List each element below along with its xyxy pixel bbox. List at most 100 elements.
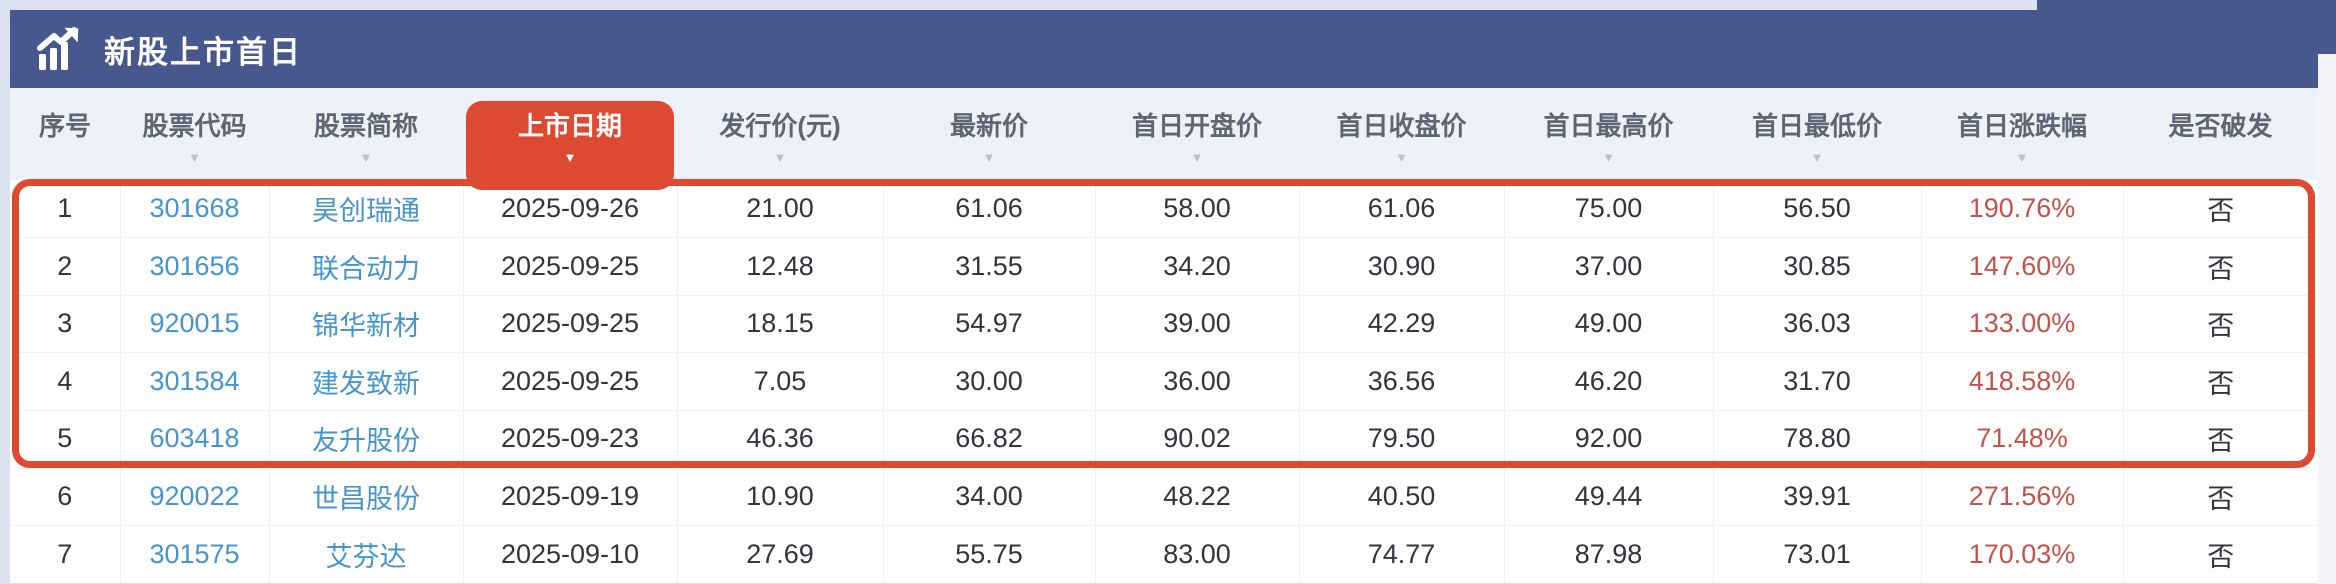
cell-name[interactable]: 友升股份 xyxy=(268,409,463,468)
col-header-issue-price[interactable]: 发行价(元) ▼ xyxy=(677,88,883,180)
cell-issue-price: 7.05 xyxy=(676,352,883,410)
cell-issue-price: 27.69 xyxy=(676,524,883,583)
table-row: 4 301584 建发致新 2025-09-25 7.05 30.00 36.00 36.56… xyxy=(10,352,2318,410)
cell-broke-issue: 否 xyxy=(2122,352,2318,410)
cell-code[interactable]: 301584 xyxy=(119,352,269,410)
sort-arrow-icon: ▼ xyxy=(1395,150,1408,165)
col-label: 股票代码 xyxy=(142,111,247,141)
cell-broke-issue: 否 xyxy=(2122,467,2318,525)
cell-index: 7 xyxy=(10,524,120,583)
col-label: 序号 xyxy=(38,111,91,141)
sort-arrow-icon: ▼ xyxy=(1602,150,1615,165)
cell-first-day-change: 170.03% xyxy=(1920,524,2123,583)
col-label: 最新价 xyxy=(949,111,1028,141)
cell-broke-issue: 否 xyxy=(2122,524,2318,583)
cell-index: 1 xyxy=(57,193,73,223)
cell-first-day-change: 271.56% xyxy=(1920,467,2123,525)
cell-code[interactable]: 920022 xyxy=(119,467,269,525)
table-row: 2 301656 联合动力 2025-09-25 12.48 31.55 34.20 30.9… xyxy=(10,237,2318,295)
cell-first-day-low: 30.85 xyxy=(1712,237,1921,295)
cell-first-day-high: 37.00 xyxy=(1503,237,1713,295)
cell-first-day-close: 42.29 xyxy=(1298,294,1504,353)
ipo-table: 序号 股票代码 ▼ 股票简称 ▼ 上市日期 ▼ 发行价(元) ▼ 最新价 ▼ 首日开盘价 ▼ 首日收盘价 ▼… xyxy=(10,88,2318,583)
col-label: 首日收盘价 xyxy=(1336,111,1467,141)
col-header-first-day-change[interactable]: 首日涨跌幅 ▼ xyxy=(1921,88,2123,180)
cell-first-day-low: 78.80 xyxy=(1712,409,1921,468)
cell-first-day-low: 56.50 xyxy=(1712,180,1921,238)
col-label: 首日最高价 xyxy=(1543,111,1674,141)
sort-arrow-icon: ▼ xyxy=(1810,150,1824,165)
cell-first-day-high: 46.20 xyxy=(1503,352,1713,410)
cell-first-day-high: 75.00 xyxy=(1503,180,1713,238)
cell-first-day-high: 49.44 xyxy=(1503,467,1713,525)
cell-code[interactable]: 603418 xyxy=(119,409,269,468)
col-header-first-day-open[interactable]: 首日开盘价 ▼ xyxy=(1095,88,1299,180)
cell-name[interactable]: 锦华新材 xyxy=(268,294,463,353)
cell-latest-price: 30.00 xyxy=(882,352,1095,410)
cell-first-day-change: 418.58% xyxy=(1920,352,2123,410)
cell-index: 5 xyxy=(10,409,120,468)
col-label: 首日开盘价 xyxy=(1131,111,1262,141)
table-row: 5 603418 友升股份 2025-09-23 46.36 66.82 90.02 79.5… xyxy=(10,409,2318,468)
cell-latest-price: 66.82 xyxy=(882,409,1095,468)
cell-name[interactable]: 艾芬达 xyxy=(268,524,463,583)
cell-first-day-high: 49.00 xyxy=(1503,294,1713,353)
cell-first-day-change: 190.76% xyxy=(1920,180,2123,238)
cell-listing-date: 2025-09-25 xyxy=(462,352,677,410)
cell-broke-issue: 否 xyxy=(2122,180,2318,238)
cell-first-day-open: 58.00 xyxy=(1094,180,1299,238)
cell-name[interactable]: 建发致新 xyxy=(268,352,463,410)
active-sort-pill xyxy=(466,101,674,190)
col-header-first-day-close[interactable]: 首日收盘价 ▼ xyxy=(1299,88,1504,180)
table-body: 1 301668 昊创瑞通 2025-09-26 21.00 61.06 58.00 61.0… xyxy=(10,180,2318,583)
cell-listing-date: 2025-09-23 xyxy=(462,409,677,468)
cell-latest-price: 31.55 xyxy=(882,237,1095,295)
table-row: 3 920015 锦华新材 2025-09-25 18.15 54.97 39.00 42.2… xyxy=(10,294,2318,353)
cell-index: 6 xyxy=(10,467,120,525)
col-header-latest-price[interactable]: 最新价 ▼ xyxy=(883,88,1095,180)
cell-code[interactable]: 301656 xyxy=(119,237,269,295)
col-header-index: 序号 xyxy=(10,88,120,180)
cell-code[interactable]: 920015 xyxy=(119,294,269,353)
col-header-first-day-high[interactable]: 首日最高价 ▼ xyxy=(1504,88,1713,180)
sort-arrow-icon: ▼ xyxy=(563,150,577,165)
cell-first-day-low: 39.91 xyxy=(1712,467,1921,525)
col-label: 首日涨跌幅 xyxy=(1956,111,2087,141)
cell-first-day-open: 83.00 xyxy=(1094,524,1299,583)
cell-first-day-close: 61.06 xyxy=(1298,180,1504,238)
col-header-broke-issue: 是否破发 xyxy=(2123,88,2318,180)
cell-name[interactable]: 世昌股份 xyxy=(268,467,463,525)
cell-listing-date: 2025-09-25 xyxy=(462,237,677,295)
table-header: 序号 股票代码 ▼ 股票简称 ▼ 上市日期 ▼ 发行价(元) ▼ 最新价 ▼ 首日开盘价 ▼ 首日收盘价 ▼… xyxy=(10,88,2318,190)
cell-first-day-open: 39.00 xyxy=(1094,294,1299,353)
cell-first-day-open: 36.00 xyxy=(1094,352,1299,410)
cell-code[interactable]: 301668 xyxy=(119,180,269,238)
cell-issue-price: 46.36 xyxy=(676,409,883,468)
sort-arrow-icon: ▼ xyxy=(188,150,201,165)
cell-first-day-open: 34.20 xyxy=(1094,237,1299,295)
cell-issue-price: 21.00 xyxy=(676,180,883,238)
cell-first-day-low: 73.01 xyxy=(1712,524,1921,583)
cell-name[interactable]: 昊创瑞通 xyxy=(268,180,463,238)
cell-listing-date: 2025-09-10 xyxy=(462,524,677,583)
table-row: 6 920022 世昌股份 2025-09-19 10.90 34.00 48.22 40.5… xyxy=(10,467,2318,525)
cell-first-day-high: 87.98 xyxy=(1503,524,1713,583)
cell-first-day-close: 74.77 xyxy=(1298,524,1504,583)
cell-index: 2 xyxy=(10,237,120,295)
col-header-name[interactable]: 股票简称 ▼ xyxy=(269,88,463,180)
cell-latest-price: 34.00 xyxy=(882,467,1095,525)
col-header-first-day-low[interactable]: 首日最低价 ▼ xyxy=(1713,88,1921,180)
cell-latest-price: 61.06 xyxy=(882,180,1095,238)
cell-name[interactable]: 联合动力 xyxy=(268,237,463,295)
cell-first-day-close: 40.50 xyxy=(1298,467,1504,525)
cell-issue-price: 10.90 xyxy=(676,467,883,525)
cell-first-day-open: 90.02 xyxy=(1094,409,1299,468)
cell-first-day-change: 133.00% xyxy=(1920,294,2123,353)
cell-code[interactable]: 301575 xyxy=(119,524,269,583)
cell-broke-issue: 否 xyxy=(2122,237,2318,295)
col-header-code[interactable]: 股票代码 ▼ xyxy=(120,88,269,180)
col-label: 首日最低价 xyxy=(1751,111,1882,141)
col-header-listing-date[interactable]: 上市日期 ▼ xyxy=(463,88,677,190)
sort-arrow-icon: ▼ xyxy=(773,150,787,165)
cell-latest-price: 55.75 xyxy=(882,524,1095,583)
